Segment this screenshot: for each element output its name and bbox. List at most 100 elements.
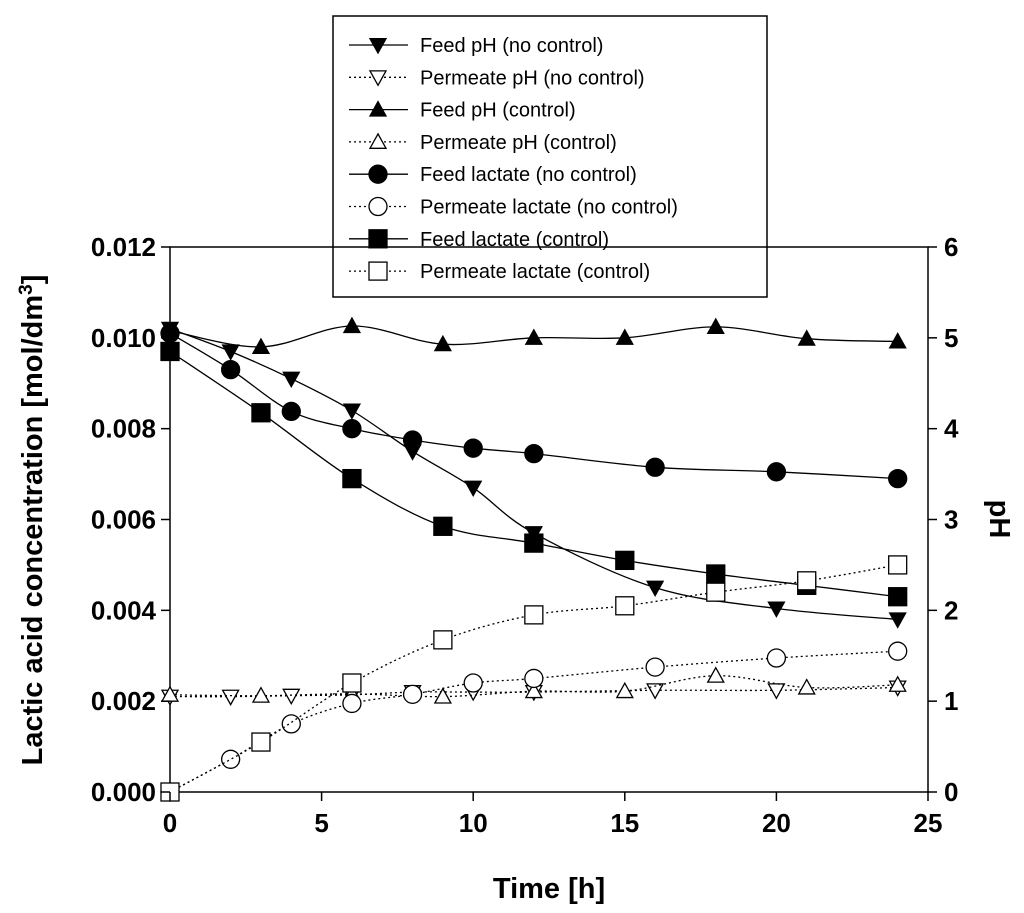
legend-label: Feed lactate (no control) (420, 164, 637, 186)
series-5 (160, 641, 908, 802)
data-point (220, 359, 241, 380)
legend-item: Permeate lactate (no control) (349, 197, 678, 219)
data-point (888, 468, 908, 489)
legend-item: Feed lactate (no control) (349, 164, 637, 186)
data-point (433, 630, 453, 650)
data-point (464, 480, 483, 498)
data-point (342, 693, 362, 714)
data-point (282, 371, 301, 389)
legend-marker (368, 70, 388, 87)
y-tick-label: 0.012 (91, 232, 156, 262)
data-point (342, 316, 362, 334)
data-point (615, 328, 634, 345)
plot-frame (169, 246, 929, 793)
series-line (169, 675, 898, 698)
data-point (221, 689, 240, 706)
data-point (524, 681, 543, 699)
data-point (645, 457, 665, 477)
data-point (402, 430, 423, 450)
y-axis-title: Lactic acid concentration [mol/dm3] (16, 275, 50, 766)
y2-axis-title: pH (983, 500, 1015, 539)
legend-item: Feed lactate (control) (349, 229, 609, 251)
series-line (169, 564, 898, 793)
data-point (463, 438, 483, 458)
legend-item: Feed pH (control) (349, 100, 576, 122)
data-point (615, 596, 635, 616)
series-6 (160, 341, 908, 607)
x-tick-label: 5 (314, 808, 328, 838)
data-point (615, 550, 635, 571)
data-point (524, 443, 544, 464)
legend-item: Permeate pH (no control) (349, 67, 645, 89)
legend-marker (368, 261, 388, 281)
legend-label: Feed pH (no control) (420, 35, 603, 57)
data-point (797, 329, 816, 346)
plot-area (160, 246, 929, 802)
data-point (888, 555, 908, 575)
y2-tick-label: 4 (944, 414, 959, 444)
data-point (342, 468, 362, 489)
data-point (251, 337, 271, 354)
y2-tick-label: 1 (944, 686, 958, 716)
legend-label: Permeate lactate (control) (420, 261, 650, 283)
legend-item: Permeate pH (control) (349, 132, 617, 154)
legend-marker (368, 196, 388, 217)
legend-marker (368, 37, 388, 55)
legend: Feed pH (no control) Permeate pH (no cont… (332, 15, 768, 298)
data-point (281, 401, 301, 422)
legend-label: Feed pH (control) (420, 100, 576, 122)
data-point (797, 678, 816, 695)
y-tick-label: 0.008 (91, 414, 156, 444)
y-tick-label: 0.010 (91, 323, 156, 353)
y2-tick-label: 0 (944, 777, 958, 807)
x-tick-label: 20 (762, 808, 791, 838)
x-tick-label: 15 (610, 808, 639, 838)
data-point (524, 605, 544, 625)
y-axis-title-main: Lactic acid concentration [mol/dm (17, 295, 49, 766)
data-point (706, 317, 725, 334)
axis-titles: Time [h] Lactic acid concentration [mol/… (16, 275, 1016, 905)
legend-label: Permeate pH (no control) (420, 67, 645, 89)
data-point (463, 673, 483, 693)
axes: 0 5 10 15 20 250.0000.0020.0040.0060.0080.010… (91, 232, 959, 838)
data-point (433, 334, 452, 352)
data-point (888, 612, 907, 629)
data-point (646, 580, 665, 597)
data-point (766, 648, 787, 668)
data-point (342, 419, 362, 439)
legend-marker (368, 100, 388, 117)
y-tick-label: 0.002 (91, 686, 156, 716)
legend-item: Permeate lactate (control) (349, 261, 650, 283)
legend-marker (368, 132, 388, 149)
data-point (160, 341, 180, 362)
y-tick-label: 0.006 (91, 505, 156, 535)
data-point (524, 533, 544, 553)
data-point (342, 403, 362, 420)
data-point (251, 403, 271, 423)
data-point (797, 571, 817, 591)
y2-tick-label: 2 (944, 595, 958, 625)
data-point (888, 332, 907, 349)
data-point (766, 462, 787, 482)
data-point (645, 657, 665, 677)
data-point (524, 328, 543, 345)
legend-label: Permeate lactate (no control) (420, 197, 678, 219)
data-point (282, 688, 301, 706)
series-0 (160, 321, 907, 629)
data-point (160, 323, 180, 343)
series-2 (160, 316, 907, 354)
y2-tick-label: 3 (944, 505, 958, 535)
data-point (767, 601, 786, 618)
data-point (342, 673, 362, 693)
data-point (221, 344, 240, 361)
legend-label: Permeate pH (control) (420, 132, 617, 154)
y2-tick-label: 6 (944, 232, 958, 262)
y-tick-label: 0.000 (91, 777, 156, 807)
x-axis-title: Time [h] (493, 873, 605, 905)
x-tick-label: 0 (163, 808, 177, 838)
legend-item: Feed pH (no control) (349, 35, 603, 57)
data-point (706, 564, 726, 584)
legend-marker (368, 229, 388, 249)
series-4 (160, 323, 908, 489)
